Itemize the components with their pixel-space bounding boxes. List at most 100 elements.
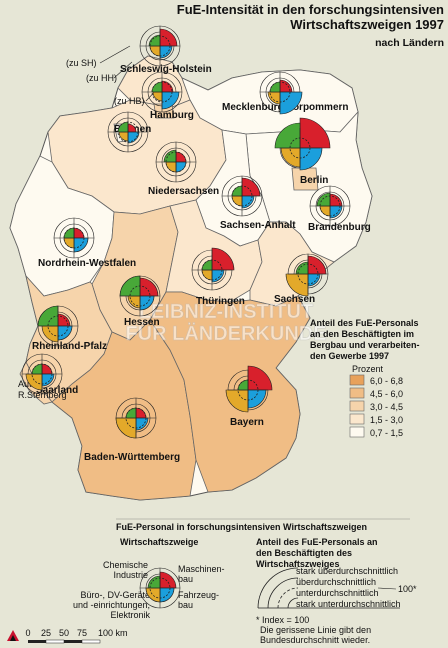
label-saarland: Saarland — [36, 385, 78, 396]
ref-label-hh: (zu HH) — [86, 73, 117, 83]
glyph-hessen — [119, 275, 161, 317]
maschinenbau-wedge — [285, 273, 309, 297]
ref-label-hb: (zu HB) — [114, 96, 145, 106]
branch-label-chemie-2: Industrie — [113, 570, 148, 580]
label-hessen: Hessen — [124, 317, 160, 328]
glyph-brandenburg — [309, 185, 351, 227]
branches-title: Wirtschaftszweige — [120, 537, 198, 547]
glyph-baden-wuerttemberg — [115, 397, 157, 439]
scale-bar: 0 25 50 75 100 km — [25, 628, 128, 644]
title-line-1: FuE-Intensität in den forschungsintensiv… — [177, 2, 444, 17]
label-nordrhein-westfalen: Nordrhein-Westfalen — [38, 258, 136, 269]
glyph-sachsen-anhalt — [221, 175, 263, 217]
fahrzeugbau-wedge — [37, 305, 59, 327]
glyph-berlin — [274, 117, 331, 171]
glyph-legend-example — [139, 567, 181, 609]
choro-legend-title-2: an den Beschäftigten im — [310, 329, 414, 339]
note-line-2: Bundesdurchschnitt wieder. — [260, 635, 370, 645]
glyph-schleswig-holstein — [139, 25, 181, 67]
glyph-thueringen — [191, 247, 235, 291]
glyph-sachsen — [285, 253, 329, 297]
scale-tick-50: 50 — [59, 628, 69, 638]
scale-segment-3 — [64, 640, 82, 643]
share-level-1: stark überdurchschnittlich — [296, 566, 398, 576]
choro-class-label-4: 1,5 - 3,0 — [370, 415, 403, 425]
share-legend-title-1: Anteil des FuE-Personals an — [256, 537, 378, 547]
label-schleswig-holstein: Schleswig-Holstein — [120, 64, 212, 75]
scale-tick-75: 75 — [77, 628, 87, 638]
watermark-line-2: FÜR LÄNDERKUNDE — [125, 322, 326, 345]
scale-segment-4 — [81, 639, 101, 644]
label-sachsen: Sachsen — [274, 294, 315, 305]
label-berlin: Berlin — [300, 175, 328, 186]
maschinenbau-wedge — [225, 389, 249, 413]
chemie-wedge — [299, 117, 331, 149]
choro-class-label-1: 6,0 - 6,8 — [370, 376, 403, 386]
scale-segment-1 — [28, 640, 46, 643]
ref-line-sh — [99, 45, 131, 64]
choro-legend-unit: Prozent — [352, 364, 384, 374]
label-baden-wuerttemberg: Baden-Württemberg — [84, 452, 180, 463]
share-level-3: unterdurchschnittlich — [296, 588, 379, 598]
choro-swatch-1 — [349, 374, 365, 386]
chemie-wedge — [247, 365, 273, 391]
elektronik-wedge — [299, 147, 323, 171]
scale-segment-2 — [45, 639, 65, 644]
share-legend-title-2: den Beschäftigten des — [256, 548, 352, 558]
label-rheinland-pfalz: Rheinland-Pfalz — [32, 341, 107, 352]
choro-class-label-3: 3,0 - 4,5 — [370, 402, 403, 412]
title-line-2: Wirtschaftszweigen 1997 — [290, 17, 444, 32]
maschinenbau-wedge — [115, 417, 137, 439]
branch-glyph-layer — [21, 25, 351, 609]
choro-swatch-3 — [349, 400, 365, 412]
share-arc-2 — [277, 587, 299, 609]
share-arc-3 — [267, 577, 299, 609]
glyph-bayern — [225, 365, 273, 413]
glyph-mecklenburg-vorpommern — [259, 71, 303, 115]
label-thueringen: Thüringen — [196, 296, 245, 307]
label-sachsen-anhalt: Sachsen-Anhalt — [220, 220, 296, 231]
label-brandenburg: Brandenburg — [308, 222, 371, 233]
choro-swatch-2 — [349, 387, 365, 399]
elektronik-wedge — [279, 91, 303, 115]
share-level-4: stark unterdurchschnittlich — [296, 599, 401, 609]
branch-label-fahrzeugbau-1: Fahrzeug- — [178, 590, 219, 600]
glyph-saarland — [21, 353, 63, 395]
glyph-niedersachsen — [155, 141, 197, 183]
fahrzeugbau-wedge — [274, 122, 301, 149]
share-arc-4 — [257, 567, 299, 609]
label-hamburg: Hamburg — [150, 110, 194, 121]
branch-label-maschinenbau-2: bau — [178, 574, 193, 584]
branch-label-elektronik-3: Elektronik — [110, 610, 150, 620]
branch-label-elektronik-2: und -einrichtungen, — [73, 600, 150, 610]
branch-label-fahrzeugbau-2: bau — [178, 600, 193, 610]
label-bayern: Bayern — [230, 417, 264, 428]
scale-tick-0: 0 — [25, 628, 30, 638]
choro-legend-title-1: Anteil des FuE-Personals — [310, 318, 419, 328]
choro-swatch-4 — [349, 413, 365, 425]
share-level-2: überdurchschnittlich — [296, 577, 376, 587]
title-line-3: nach Ländern — [375, 37, 444, 49]
chemie-wedge — [211, 247, 235, 271]
note-line-1: Die gerissene Linie gibt den — [260, 625, 371, 635]
author-name: R.Sternberg — [18, 390, 67, 400]
maschinenbau-wedge — [280, 147, 301, 168]
choro-class-label-2: 4,5 - 6,0 — [370, 389, 403, 399]
institute-logo-icon — [6, 628, 20, 642]
note-index: * Index = 100 — [256, 615, 309, 625]
branch-label-chemie-1: Chemische — [103, 560, 148, 570]
scale-tick-100: 100 km — [98, 628, 128, 638]
choro-legend-title-3: Bergbau und verarbeiten- — [310, 340, 420, 350]
watermark-line-1: LEIBNIZ-INSTITUT — [139, 301, 313, 323]
scale-tick-25: 25 — [41, 628, 51, 638]
glyph-bremen — [107, 111, 149, 153]
fahrzeugbau-wedge — [119, 275, 141, 297]
choro-class-label-5: 0,7 - 1,5 — [370, 428, 403, 438]
ref-label-sh: (zu SH) — [66, 58, 97, 68]
share-legend-title-3: Wirtschaftszweiges — [256, 559, 339, 569]
symbol-legend-title: FuE-Personal in forschungsintensiven Wir… — [116, 522, 367, 532]
label-niedersachsen: Niedersachsen — [148, 186, 219, 197]
share-arc-1 — [287, 597, 299, 609]
glyph-rheinland-pfalz — [37, 305, 79, 347]
